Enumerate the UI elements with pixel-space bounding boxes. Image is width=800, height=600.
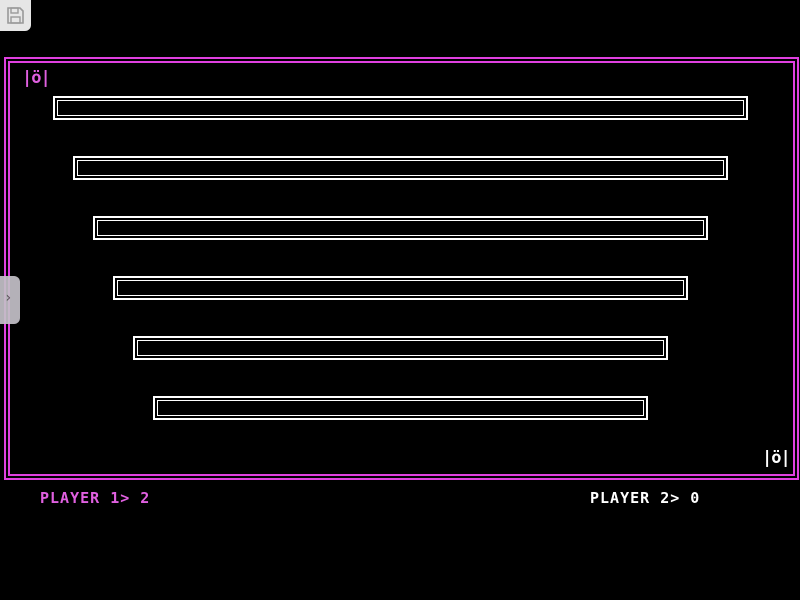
barrier-6 (153, 396, 648, 420)
side-panel-toggle[interactable]: › (0, 276, 20, 324)
barrier-5 (133, 336, 668, 360)
chevron-right-icon: › (4, 290, 13, 306)
player-1-tank: |ö| (22, 68, 51, 88)
player-1-score: PLAYER 1> 2 (40, 489, 151, 507)
barrier-2 (73, 156, 728, 180)
save-button[interactable] (0, 0, 31, 31)
arena-border-inner (8, 61, 795, 476)
barrier-4 (113, 276, 688, 300)
player-2-tank: |ö| (762, 448, 791, 468)
floppy-disk-icon (7, 7, 24, 24)
barrier-3 (93, 216, 708, 240)
arena-border-outer (4, 57, 799, 480)
barrier-1 (53, 96, 748, 120)
player-2-score: PLAYER 2> 0 (590, 489, 701, 507)
